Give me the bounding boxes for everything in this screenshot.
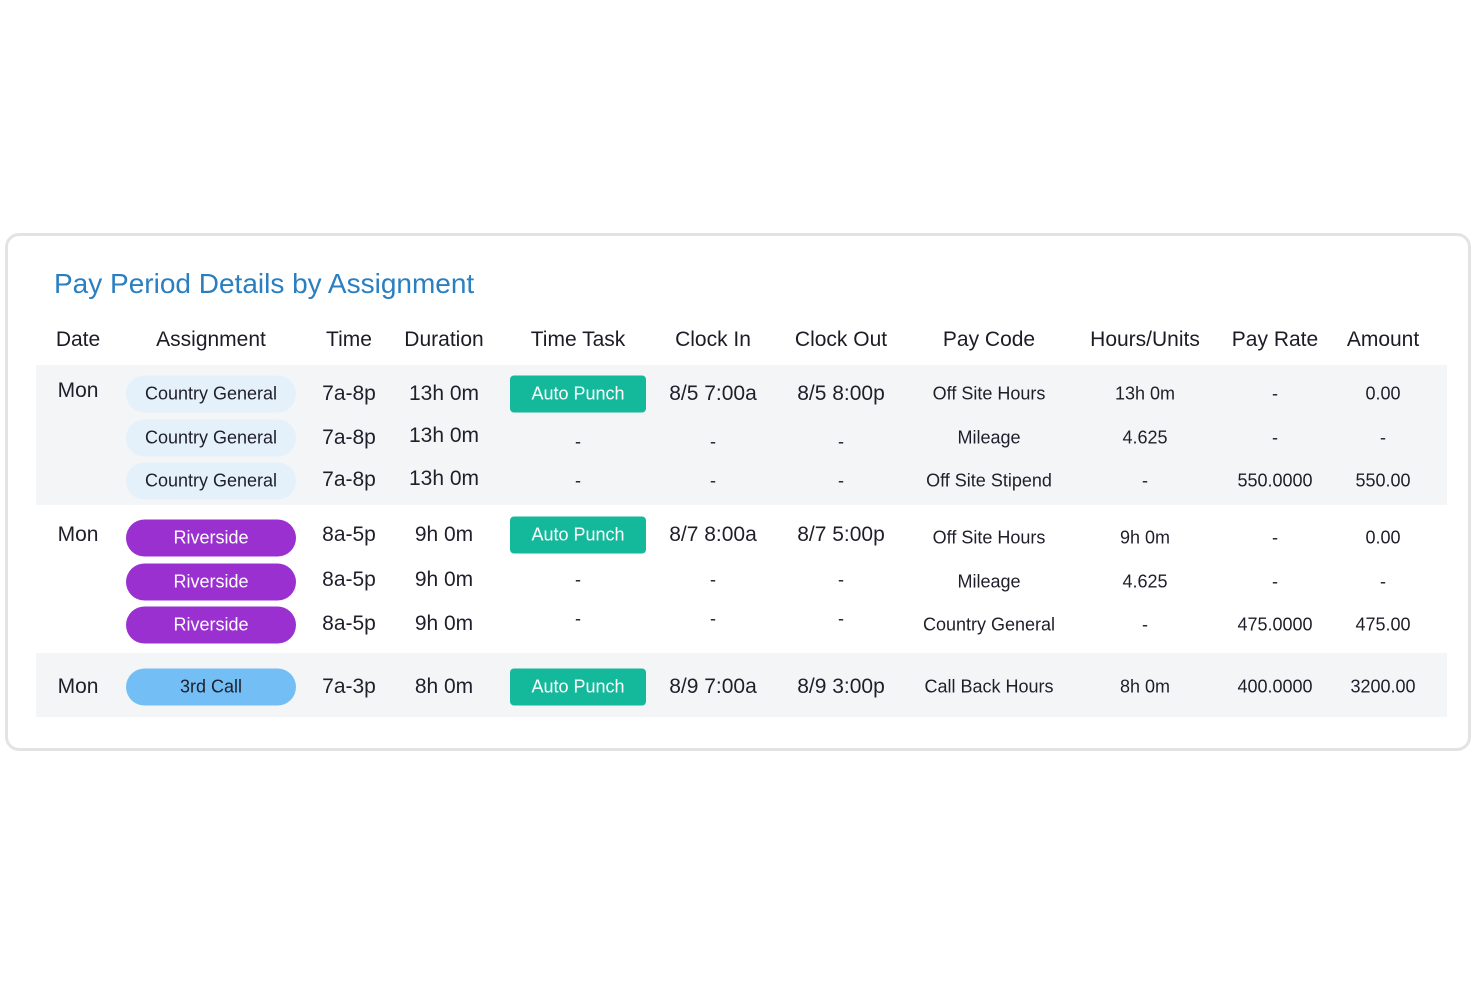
row-clock-in: 8/7 8:00a bbox=[669, 523, 757, 546]
row-time: 7a-8p bbox=[322, 426, 376, 449]
row-amount: 0.00 bbox=[1365, 527, 1401, 548]
row-pay-code: Off Site Stipend bbox=[926, 470, 1052, 491]
row-pay-rate: 400.0000 bbox=[1237, 676, 1313, 697]
row-time: 7a-3p bbox=[322, 675, 376, 698]
row-duration: 13h 0m bbox=[408, 424, 480, 447]
row-time-task: - bbox=[575, 569, 581, 590]
row-amount: 550.00 bbox=[1355, 470, 1411, 491]
pay-period-card: Pay Period Details by Assignment Date As… bbox=[5, 233, 1471, 751]
row-time: 7a-8p bbox=[322, 382, 376, 405]
header-clock-out: Clock Out bbox=[794, 328, 888, 351]
row-hours-units: 4.625 bbox=[1122, 427, 1168, 448]
row-date: Mon bbox=[57, 523, 99, 546]
row-amount: 0.00 bbox=[1365, 383, 1401, 404]
row-duration: 9h 0m bbox=[414, 568, 474, 591]
assignment-badge[interactable]: 3rd Call bbox=[126, 668, 296, 706]
row-clock-in: - bbox=[710, 569, 716, 590]
assignment-badge[interactable]: Riverside bbox=[126, 519, 296, 557]
header-assignment: Assignment bbox=[156, 328, 266, 351]
header-date: Date bbox=[55, 328, 101, 351]
assignment-badge[interactable]: Country General bbox=[126, 419, 296, 457]
row-pay-rate: 550.0000 bbox=[1237, 470, 1313, 491]
assignment-badge[interactable]: Country General bbox=[126, 462, 296, 500]
row-clock-out: - bbox=[838, 608, 844, 629]
header-pay-rate: Pay Rate bbox=[1231, 328, 1319, 351]
assignment-badge[interactable]: Riverside bbox=[126, 606, 296, 644]
row-amount: 475.00 bbox=[1355, 614, 1411, 635]
row-pay-rate: - bbox=[1272, 571, 1278, 592]
header-hours-units: Hours/Units bbox=[1090, 328, 1200, 351]
row-pay-rate: 475.0000 bbox=[1237, 614, 1313, 635]
row-clock-in: 8/9 7:00a bbox=[669, 675, 757, 698]
row-time-task: - bbox=[575, 470, 581, 491]
auto-punch-badge[interactable]: Auto Punch bbox=[510, 668, 646, 706]
row-clock-in: - bbox=[710, 470, 716, 491]
row-duration: 8h 0m bbox=[414, 675, 474, 698]
row-hours-units: 8h 0m bbox=[1119, 676, 1171, 697]
row-time-task: - bbox=[575, 431, 581, 452]
assignment-badge[interactable]: Riverside bbox=[126, 563, 296, 601]
row-clock-out: - bbox=[838, 569, 844, 590]
row-pay-rate: - bbox=[1272, 527, 1278, 548]
row-clock-in: 8/5 7:00a bbox=[669, 382, 757, 405]
row-time: 8a-5p bbox=[322, 523, 376, 546]
row-duration: 13h 0m bbox=[408, 467, 480, 490]
row-time: 8a-5p bbox=[322, 568, 376, 591]
row-date: Mon bbox=[57, 675, 99, 698]
row-time-task: - bbox=[575, 608, 581, 629]
row-pay-code: Country General bbox=[922, 614, 1056, 635]
row-hours-units: - bbox=[1142, 614, 1148, 635]
row-clock-in: - bbox=[710, 431, 716, 452]
row-clock-out: - bbox=[838, 431, 844, 452]
auto-punch-badge[interactable]: Auto Punch bbox=[510, 375, 646, 413]
header-duration: Duration bbox=[404, 328, 484, 351]
header-pay-code: Pay Code bbox=[942, 328, 1036, 351]
row-amount: 3200.00 bbox=[1350, 676, 1416, 697]
row-pay-code: Mileage bbox=[957, 571, 1021, 592]
row-hours-units: 4.625 bbox=[1122, 571, 1168, 592]
row-amount: - bbox=[1380, 571, 1386, 592]
row-clock-out: 8/9 3:00p bbox=[797, 675, 885, 698]
row-pay-code: Off Site Hours bbox=[932, 527, 1046, 548]
page-title: Pay Period Details by Assignment bbox=[54, 268, 475, 299]
row-clock-out: 8/7 5:00p bbox=[797, 523, 885, 546]
header-time-task: Time Task bbox=[530, 328, 626, 351]
row-time: 8a-5p bbox=[322, 612, 376, 635]
row-pay-code: Off Site Hours bbox=[932, 383, 1046, 404]
row-duration: 9h 0m bbox=[414, 612, 474, 635]
row-clock-in: - bbox=[710, 608, 716, 629]
row-time: 7a-8p bbox=[322, 468, 376, 491]
row-pay-rate: - bbox=[1272, 427, 1278, 448]
row-clock-out: 8/5 8:00p bbox=[797, 382, 885, 405]
row-duration: 9h 0m bbox=[414, 523, 474, 546]
assignment-badge[interactable]: Country General bbox=[126, 375, 296, 413]
row-pay-rate: - bbox=[1272, 383, 1278, 404]
header-amount: Amount bbox=[1346, 328, 1420, 351]
row-duration: 13h 0m bbox=[408, 382, 480, 405]
row-hours-units: 9h 0m bbox=[1119, 527, 1171, 548]
header-clock-in: Clock In bbox=[675, 328, 751, 351]
row-clock-out: - bbox=[838, 470, 844, 491]
header-time: Time bbox=[326, 328, 372, 351]
row-pay-code: Mileage bbox=[957, 427, 1021, 448]
row-hours-units: - bbox=[1142, 470, 1148, 491]
row-amount: - bbox=[1380, 427, 1386, 448]
auto-punch-badge[interactable]: Auto Punch bbox=[510, 516, 646, 554]
row-date: Mon bbox=[57, 379, 99, 402]
row-hours-units: 13h 0m bbox=[1114, 383, 1176, 404]
row-pay-code: Call Back Hours bbox=[924, 676, 1054, 697]
